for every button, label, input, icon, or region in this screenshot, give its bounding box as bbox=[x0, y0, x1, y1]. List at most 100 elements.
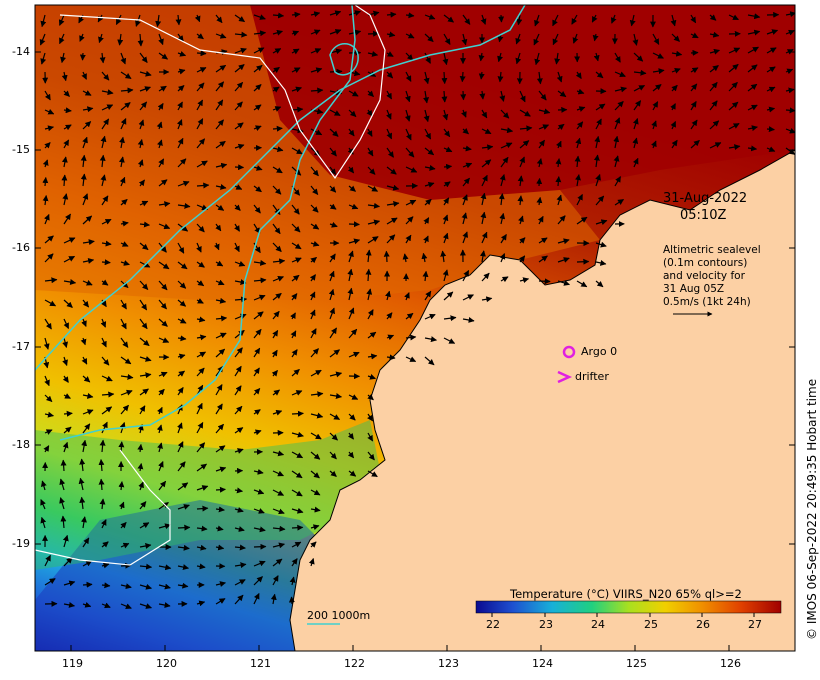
velocity-arrow bbox=[196, 563, 206, 570]
velocity-arrow bbox=[671, 84, 678, 92]
velocity-arrow bbox=[215, 332, 227, 339]
velocity-arrow bbox=[196, 138, 206, 149]
velocity-arrow bbox=[158, 299, 167, 310]
velocity-arrow bbox=[386, 11, 397, 18]
velocity-arrow bbox=[309, 309, 316, 320]
velocity-arrow bbox=[310, 185, 319, 195]
land bbox=[289, 149, 795, 651]
velocity-arrow bbox=[44, 429, 53, 435]
velocity-arrow bbox=[462, 177, 470, 187]
velocity-arrow bbox=[538, 255, 548, 263]
velocity-arrow bbox=[443, 337, 456, 344]
velocity-arrow bbox=[177, 441, 184, 453]
colorbar-ticks bbox=[491, 613, 755, 617]
velocity-arrow bbox=[480, 211, 487, 225]
velocity-arrow bbox=[63, 318, 70, 330]
velocity-arrow bbox=[272, 275, 284, 282]
velocity-arrow bbox=[766, 66, 776, 73]
velocity-arrow bbox=[576, 193, 583, 206]
velocity-arrow bbox=[291, 541, 302, 548]
velocity-arrow bbox=[120, 583, 132, 590]
velocity-arrow bbox=[44, 142, 51, 149]
velocity-arrow bbox=[291, 349, 298, 358]
velocity-arrow bbox=[139, 563, 153, 570]
velocity-arrow bbox=[272, 29, 283, 36]
contour-200m bbox=[35, 5, 526, 371]
velocity-arrow bbox=[234, 329, 245, 339]
velocity-arrow bbox=[515, 33, 522, 45]
velocity-arrow bbox=[614, 117, 621, 130]
colorbar bbox=[475, 600, 782, 614]
velocity-arrow bbox=[234, 223, 241, 232]
velocity-arrow bbox=[101, 541, 109, 548]
velocity-arrow bbox=[386, 234, 396, 244]
velocity-arrow bbox=[215, 223, 222, 232]
velocity-arrow bbox=[671, 33, 680, 42]
velocity-arrow bbox=[310, 451, 321, 460]
velocity-arrow bbox=[234, 81, 244, 92]
velocity-arrow bbox=[253, 84, 262, 92]
velocity-arrow bbox=[329, 270, 335, 282]
velocity-arrow bbox=[329, 128, 339, 137]
velocity-arrow bbox=[310, 240, 320, 247]
velocity-arrow bbox=[291, 67, 301, 73]
velocity-arrow bbox=[728, 63, 739, 73]
velocity-arrow bbox=[234, 122, 244, 130]
cbar-tick-27: 27 bbox=[748, 618, 762, 631]
lat-tick-18: -18 bbox=[12, 438, 30, 451]
velocity-arrow bbox=[156, 121, 163, 130]
velocity-arrow bbox=[367, 236, 379, 244]
velocity-arrow bbox=[405, 166, 418, 173]
velocity-arrow bbox=[536, 71, 543, 85]
velocity-arrow bbox=[329, 327, 338, 339]
velocity-arrow bbox=[498, 14, 505, 23]
velocity-arrows bbox=[39, 10, 795, 609]
velocity-arrow bbox=[461, 212, 468, 225]
velocity-arrow bbox=[405, 147, 415, 158]
velocity-arrow bbox=[442, 109, 449, 121]
velocity-arrow bbox=[670, 120, 677, 130]
velocity-arrow bbox=[538, 237, 548, 244]
velocity-arrow bbox=[215, 315, 228, 322]
velocity-arrow bbox=[119, 176, 126, 187]
velocity-arrow bbox=[139, 52, 148, 63]
time-label: 05:10Z bbox=[680, 208, 727, 223]
velocity-arrow bbox=[215, 506, 225, 513]
velocity-arrow bbox=[498, 193, 505, 206]
velocity-arrow bbox=[139, 522, 150, 529]
legend-line-5: 0.5m/s (1kt 24h) bbox=[663, 296, 751, 308]
velocity-arrow bbox=[139, 501, 147, 510]
velocity-arrow bbox=[234, 260, 246, 267]
legend-line-4: 31 Aug 05Z bbox=[663, 283, 725, 295]
velocity-arrow bbox=[481, 144, 494, 151]
velocity-arrow bbox=[310, 223, 320, 230]
velocity-arrow bbox=[234, 562, 247, 569]
velocity-arrow bbox=[101, 356, 110, 366]
velocity-arrow bbox=[405, 199, 417, 206]
velocity-arrow bbox=[329, 451, 337, 460]
velocity-arrow bbox=[497, 52, 503, 63]
velocity-arrow bbox=[215, 204, 225, 211]
velocity-arrow bbox=[595, 195, 605, 206]
velocity-arrow bbox=[291, 524, 304, 531]
velocity-arrow bbox=[595, 71, 604, 79]
velocity-arrow bbox=[196, 505, 209, 512]
velocity-arrow bbox=[119, 136, 125, 149]
velocity-arrow bbox=[253, 526, 266, 533]
velocity-arrow bbox=[329, 413, 341, 421]
velocity-arrow bbox=[196, 351, 207, 358]
velocity-arrow bbox=[234, 507, 244, 513]
cbar-tick-25: 25 bbox=[644, 618, 658, 631]
velocity-arrow bbox=[422, 270, 429, 282]
velocity-arrow bbox=[99, 52, 106, 64]
velocity-arrow bbox=[101, 89, 114, 96]
velocity-arrow bbox=[40, 516, 47, 529]
velocity-arrow bbox=[234, 184, 243, 190]
velocity-arrow bbox=[80, 337, 87, 346]
velocity-arrow bbox=[82, 423, 91, 434]
velocity-arrow bbox=[80, 154, 87, 168]
velocity-arrow bbox=[576, 280, 588, 288]
velocity-arrow bbox=[138, 179, 145, 187]
velocity-arrow bbox=[215, 162, 228, 169]
velocity-arrow bbox=[310, 256, 317, 264]
